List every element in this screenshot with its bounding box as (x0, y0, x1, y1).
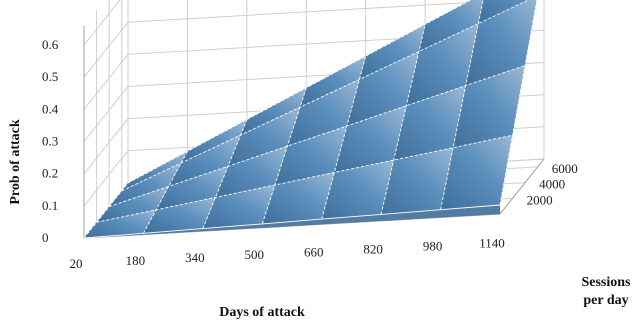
axis-ticks: 0 0.1 0.2 0.3 0.4 0.5 0.6 20 180 340 500 660 820 980 1… (42, 37, 578, 271)
mesh-x-4 (321, 55, 367, 220)
mesh-x-5 (380, 24, 426, 215)
surface-cell-1-3 (274, 126, 347, 185)
mesh-y-4 (127, 0, 472, 184)
surface-cell-0-5 (381, 147, 454, 215)
x-axis-title: Days of attack (219, 305, 305, 320)
gridline-z-6 (83, 0, 121, 46)
z-tick-label: 0.4 (42, 101, 59, 116)
mesh-y-1 (96, 134, 513, 223)
surface-cell-3-3 (300, 56, 366, 108)
x-tick-label: 340 (185, 250, 205, 265)
surface-cell-1-4 (334, 105, 407, 173)
surface-cell-2-0 (109, 163, 182, 207)
surface-cell-3-5 (418, 0, 484, 52)
z-axis-title: Prob of attack (8, 119, 23, 204)
surface-cell-1-2 (215, 146, 288, 198)
x-tick-label: 660 (304, 244, 324, 259)
surface-cell-0-3 (262, 172, 335, 224)
x-tick-label: 980 (423, 238, 443, 253)
surface-cell-2-2 (228, 107, 300, 167)
surface-cell-1-1 (156, 166, 228, 210)
x-tick-label: 1140 (479, 236, 505, 251)
surface-cell-1-6 (453, 65, 526, 148)
z-tick-label: 0.2 (42, 166, 58, 181)
x-tick-label: 500 (245, 247, 265, 262)
surface-cell-0-6 (440, 135, 513, 210)
surface-cell-0-2 (202, 185, 275, 229)
surface-cell-0-4 (321, 160, 394, 220)
mesh-x-7 (499, 0, 538, 206)
surface-cell-0-0 (84, 209, 156, 238)
z-tick-label: 0.6 (42, 37, 59, 52)
z-tick-label: 0.5 (42, 69, 58, 84)
x-tick-label: 180 (126, 253, 146, 268)
surface-cell-2-4 (346, 51, 419, 126)
y-tick-label: 4000 (539, 177, 565, 192)
surface-cell-1-5 (393, 85, 466, 161)
mesh-x-2 (202, 119, 248, 229)
surface-cell-2-1 (168, 135, 241, 187)
surface-cell-3-2 (240, 87, 307, 136)
mesh-x-3 (261, 87, 307, 225)
mesh-y-2 (108, 65, 526, 208)
y-axis-title-line2: per day (583, 293, 628, 308)
y-tick-label: 6000 (552, 161, 578, 176)
z-tick-label: 0 (42, 230, 49, 245)
y-tick-label: 2000 (527, 192, 553, 207)
mesh-x-1 (143, 151, 188, 234)
z-tick-label: 0.1 (42, 198, 58, 213)
surface-cell-3-4 (359, 24, 426, 80)
surface-plot (83, 0, 538, 239)
surface-cell-2-5 (406, 23, 479, 106)
x-tick-label: 20 (70, 256, 83, 271)
surface-cell-3-0 (121, 151, 188, 191)
surface-cell-2-6 (465, 0, 537, 86)
y-axis-title-line1: Sessions (581, 275, 631, 290)
surface-cell-1-0 (96, 186, 169, 223)
mesh-x-0 (83, 182, 129, 239)
mesh-y-0 (83, 204, 501, 239)
z-tick-label: 0.3 (42, 134, 58, 149)
surface-cell-2-3 (287, 79, 360, 147)
mesh-x-6 (440, 0, 484, 210)
surface-cell-3-1 (181, 119, 247, 163)
mesh-y-3 (121, 0, 530, 192)
surface-cell-0-1 (143, 197, 216, 234)
x-tick-label: 820 (363, 241, 383, 256)
